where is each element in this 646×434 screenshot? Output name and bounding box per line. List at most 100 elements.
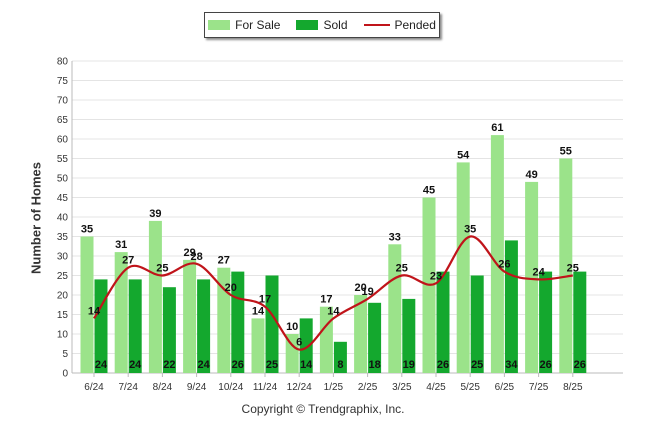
legend-label-for-sale: For Sale — [235, 18, 281, 32]
bar-sold-9/24 — [197, 279, 211, 373]
label-pended-8/25: 25 — [567, 263, 579, 275]
pended-line-layer — [93, 235, 573, 351]
y-tick-label-70: 70 — [57, 96, 69, 107]
bar-sold-7/24 — [128, 279, 142, 373]
x-tick-label-12/24: 12/24 — [287, 382, 312, 393]
label-pended-3/25: 25 — [396, 263, 408, 275]
x-tick-label-6/25: 6/25 — [495, 382, 515, 393]
label-for-sale-7/25: 49 — [525, 169, 537, 181]
label-for-sale-10/24: 27 — [218, 255, 230, 267]
x-tick-label-8/25: 8/25 — [563, 382, 583, 393]
bars — [80, 135, 587, 373]
label-for-sale-8/24: 39 — [149, 208, 161, 220]
y-tick-label-10: 10 — [57, 330, 69, 341]
label-sold-7/24: 24 — [129, 359, 142, 371]
label-for-sale-6/25: 61 — [491, 122, 503, 134]
label-pended-7/24: 27 — [122, 255, 134, 267]
label-sold-8/25: 26 — [574, 359, 586, 371]
bar-sold-8/24 — [162, 287, 176, 373]
bar-for-sale-5/25 — [456, 162, 470, 373]
sold-swatch-icon — [296, 20, 319, 30]
bar-for-sale-12/24 — [285, 334, 299, 373]
x-tick-label-3/25: 3/25 — [392, 382, 412, 393]
label-pended-1/25: 14 — [327, 305, 340, 317]
label-sold-8/24: 22 — [163, 359, 175, 371]
y-tick-label-25: 25 — [57, 271, 69, 282]
label-sold-10/24: 26 — [232, 359, 244, 371]
legend-label-pended: Pended — [394, 18, 436, 32]
bar-for-sale-11/24 — [251, 318, 265, 373]
label-for-sale-9/24: 29 — [183, 247, 195, 259]
bar-sold-11/24 — [265, 275, 279, 373]
label-sold-6/24: 24 — [95, 359, 108, 371]
y-tick-label-30: 30 — [57, 252, 69, 263]
label-for-sale-3/25: 33 — [389, 231, 401, 243]
x-tick-label-7/24: 7/24 — [118, 382, 138, 393]
y-tick-label-0: 0 — [62, 369, 68, 380]
label-pended-7/25: 24 — [532, 266, 545, 278]
copyright-text: Copyright © Trendgraphix, Inc. — [241, 402, 405, 416]
y-tick-label-75: 75 — [57, 76, 69, 87]
label-sold-9/24: 24 — [197, 359, 210, 371]
legend-item-sold[interactable]: Sold — [296, 18, 348, 32]
label-sold-6/25: 34 — [505, 359, 518, 371]
bar-for-sale-7/25 — [525, 181, 539, 373]
y-tick-label-55: 55 — [57, 154, 69, 165]
bar-for-sale-6/25 — [490, 135, 504, 373]
y-tick-label-65: 65 — [57, 115, 69, 126]
y-tick-label-35: 35 — [57, 232, 69, 243]
bar-sold-7/25 — [539, 271, 553, 373]
label-pended-6/24: 14 — [88, 305, 101, 317]
label-for-sale-5/25: 54 — [457, 149, 470, 161]
bar-sold-12/24 — [299, 318, 313, 373]
bar-sold-3/25 — [402, 298, 416, 373]
bar-sold-2/25 — [368, 302, 382, 373]
label-pended-2/25: 19 — [361, 286, 373, 298]
label-sold-4/25: 26 — [437, 359, 449, 371]
label-sold-1/25: 8 — [337, 359, 343, 371]
label-for-sale-7/24: 31 — [115, 239, 127, 251]
y-tick-label-80: 80 — [57, 57, 69, 68]
y-tick-label-50: 50 — [57, 174, 69, 185]
label-pended-4/25: 23 — [430, 270, 442, 282]
legend: For Sale Sold Pended — [204, 12, 440, 38]
y-tick-label-20: 20 — [57, 291, 69, 302]
bar-for-sale-8/25 — [559, 158, 573, 373]
label-pended-9/24: 28 — [190, 251, 202, 263]
x-tick-label-10/24: 10/24 — [218, 382, 243, 393]
bar-for-sale-6/24 — [80, 236, 94, 373]
pended-series-line — [93, 235, 573, 351]
label-sold-5/25: 25 — [471, 359, 483, 371]
for-sale-swatch-icon — [208, 20, 231, 30]
label-pended-8/24: 25 — [156, 263, 168, 275]
x-tick-label-11/24: 11/24 — [253, 382, 278, 393]
bar-for-sale-8/24 — [148, 220, 162, 373]
legend-item-pended[interactable]: Pended — [363, 18, 436, 32]
legend-item-for-sale[interactable]: For Sale — [208, 18, 280, 32]
label-sold-3/25: 19 — [403, 359, 415, 371]
label-for-sale-11/24: 14 — [252, 305, 265, 317]
x-tick-label-2/25: 2/25 — [358, 382, 378, 393]
x-tick-label-7/25: 7/25 — [529, 382, 549, 393]
y-tick-label-5: 5 — [62, 349, 68, 360]
label-for-sale-2/25: 20 — [354, 282, 366, 294]
y-tick-label-15: 15 — [57, 310, 69, 321]
data-labels: 3524312439222924272614251014178201833194… — [81, 122, 586, 371]
label-for-sale-6/24: 35 — [81, 224, 93, 236]
label-sold-7/25: 26 — [539, 359, 551, 371]
legend-label-sold: Sold — [323, 18, 348, 32]
label-sold-11/24: 25 — [266, 359, 278, 371]
bar-sold-1/25 — [333, 341, 347, 373]
x-tick-label-8/24: 8/24 — [153, 382, 173, 393]
y-tick-label-45: 45 — [57, 193, 69, 204]
x-tick-label-5/25: 5/25 — [460, 382, 480, 393]
label-for-sale-8/25: 55 — [560, 146, 572, 158]
bar-sold-5/25 — [470, 275, 484, 373]
label-sold-2/25: 18 — [368, 359, 380, 371]
label-pended-12/24: 6 — [296, 337, 302, 349]
label-for-sale-1/25: 17 — [320, 294, 332, 306]
bar-for-sale-7/24 — [114, 252, 128, 373]
bar-sold-4/25 — [436, 271, 450, 373]
x-tick-label-6/24: 6/24 — [84, 382, 104, 393]
label-for-sale-12/24: 10 — [286, 321, 298, 333]
